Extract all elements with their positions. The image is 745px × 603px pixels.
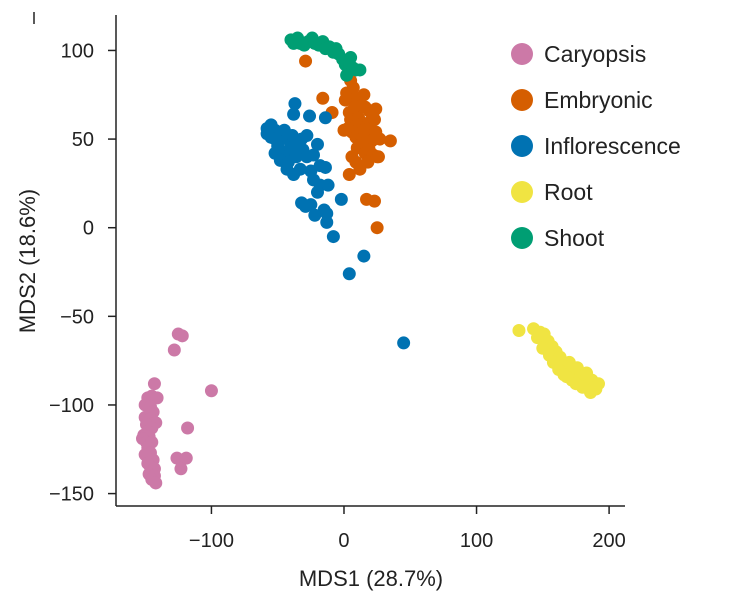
y-tick-label: −50 (60, 306, 94, 328)
legend-marker-shoot (511, 227, 533, 249)
inflorescence-point (289, 150, 303, 164)
caryopsis-point (179, 451, 193, 465)
embryonic-point (357, 88, 371, 102)
inflorescence-point (326, 230, 340, 244)
inflorescence-point (397, 336, 411, 350)
legend-marker-root (511, 181, 533, 203)
inflorescence-point (357, 249, 371, 263)
y-ticks: 100 50 0 −50 −100 −150 (49, 40, 116, 506)
x-axis-title: MDS1 (28.7%) (299, 566, 443, 591)
inflorescence-point (288, 97, 302, 111)
x-tick-label: 100 (460, 530, 493, 552)
shoot-point (353, 63, 367, 77)
legend-label-root: Root (544, 179, 593, 205)
legend-marker-embryonic (511, 89, 533, 111)
shoot-point (340, 68, 354, 82)
shoot-point (344, 51, 358, 65)
inflorescence-point (318, 111, 332, 125)
embryonic-point (342, 168, 356, 182)
x-tick-label: 200 (592, 530, 625, 552)
legend-marker-caryopsis (511, 43, 533, 65)
inflorescence-point (300, 150, 314, 164)
embryonic-point (369, 102, 383, 116)
inflorescence-point (308, 208, 322, 222)
root-point (531, 331, 545, 345)
inflorescence-point (318, 160, 332, 174)
embryonic-point (316, 91, 330, 105)
y-tick-label: 100 (61, 40, 94, 62)
embryonic-point (383, 134, 397, 148)
x-tick-label: −100 (189, 530, 234, 552)
embryonic-point (370, 221, 384, 235)
legend-label-inflorescence: Inflorescence (544, 133, 681, 159)
root-point (557, 368, 571, 382)
x-tick-label: 0 (338, 530, 349, 552)
caryopsis-point (204, 384, 218, 398)
root-point (589, 382, 603, 396)
caryopsis-point (174, 462, 188, 476)
caryopsis-point (170, 451, 184, 465)
y-tick-label: 50 (72, 129, 94, 151)
inflorescence-point (310, 137, 324, 151)
caryopsis-point (175, 329, 189, 343)
caryopsis-point (147, 377, 161, 391)
caryopsis-point (149, 476, 163, 490)
inflorescence-point (304, 198, 318, 212)
inflorescence-point (287, 107, 301, 121)
inflorescence-point (303, 109, 317, 123)
caryopsis-point (181, 421, 195, 435)
legend: Caryopsis Embryonic Inflorescence Root Shoot (511, 41, 681, 251)
embryonic-point (346, 81, 360, 95)
y-tick-label: 0 (83, 218, 94, 240)
root-point (580, 366, 594, 380)
x-ticks: −100 0 100 200 (189, 506, 626, 552)
axes (33, 12, 625, 507)
embryonic-point (361, 155, 375, 169)
caryopsis-point (167, 343, 181, 357)
legend-label-shoot: Shoot (544, 225, 605, 251)
inflorescence-point (342, 267, 356, 281)
embryonic-point (371, 150, 385, 164)
y-tick-label: −100 (49, 395, 94, 417)
legend-label-embryonic: Embryonic (544, 87, 653, 113)
inflorescence-point (300, 129, 314, 143)
inflorescence-point (321, 178, 335, 192)
inflorescence-point (287, 168, 301, 182)
embryonic-point (360, 192, 374, 206)
legend-marker-inflorescence (511, 135, 533, 157)
inflorescence-point (310, 185, 324, 199)
embryonic-point (367, 113, 381, 127)
y-axis-title: MDS2 (18.6%) (15, 189, 40, 333)
inflorescence-point (334, 192, 348, 206)
legend-label-caryopsis: Caryopsis (544, 41, 646, 67)
embryonic-point (338, 93, 352, 107)
inflorescence-point (320, 215, 334, 229)
embryonic-point (299, 54, 313, 68)
caryopsis-point (150, 391, 164, 405)
y-tick-label: −150 (49, 484, 94, 506)
root-point (512, 324, 526, 338)
embryonic-point (373, 132, 387, 146)
data-points (136, 31, 605, 490)
